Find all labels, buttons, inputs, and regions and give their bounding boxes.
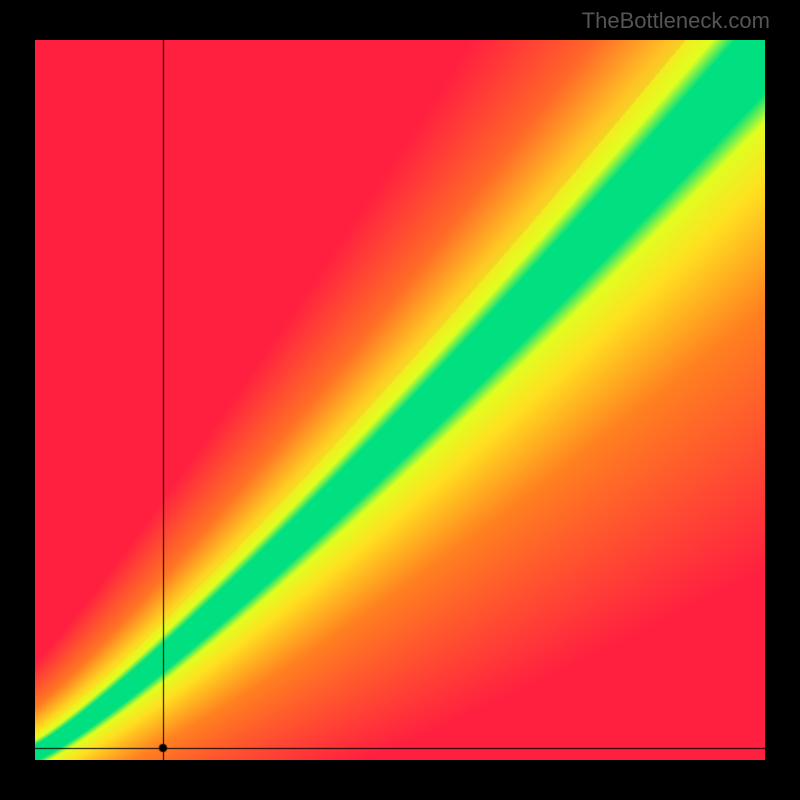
- watermark-text: TheBottleneck.com: [582, 8, 770, 34]
- heatmap-chart: [35, 40, 765, 760]
- heatmap-canvas: [35, 40, 765, 760]
